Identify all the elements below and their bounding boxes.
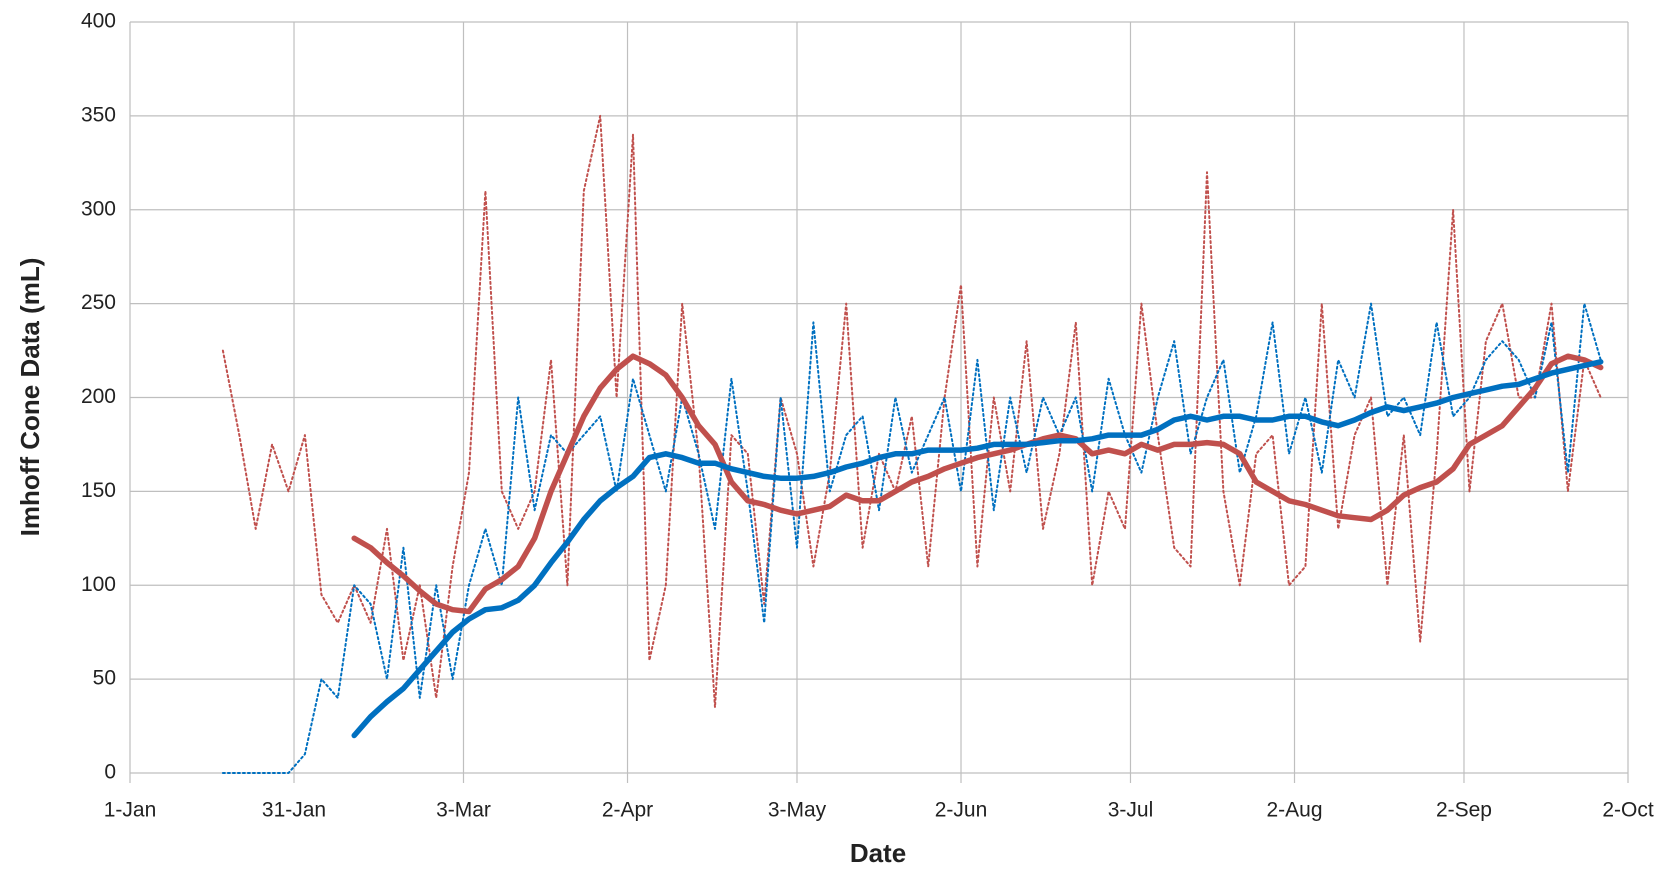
y-tick-label: 0 — [104, 761, 116, 784]
x-tick-label: 2-Aug — [1266, 799, 1322, 822]
x-tick-label: 3-Mar — [436, 799, 491, 822]
x-tick-label: 31-Jan — [262, 799, 326, 822]
y-tick-label: 350 — [81, 103, 116, 126]
average-line — [351, 359, 1604, 739]
x-tick-label: 1-Jan — [104, 799, 157, 822]
x-tick-label: 2-Jun — [935, 799, 988, 822]
x-tick-label: 2-Apr — [602, 799, 653, 822]
y-tick-label: 150 — [81, 479, 116, 502]
y-tick-label: 100 — [81, 573, 116, 596]
y-tick-label: 400 — [81, 10, 116, 33]
x-tick-label: 2-Sep — [1436, 799, 1492, 822]
x-tick-label: 2-Oct — [1602, 799, 1654, 822]
x-tick-label: 3-Jul — [1108, 799, 1154, 822]
y-tick-label: 300 — [81, 197, 116, 220]
y-tick-label: 200 — [81, 385, 116, 408]
x-axis-title: Date — [850, 838, 906, 868]
x-tick-label: 3-May — [768, 799, 827, 822]
y-axis-title: Imhoff Cone Data (mL) — [15, 258, 45, 537]
average-line — [351, 353, 1604, 615]
y-tick-label: 50 — [93, 667, 116, 690]
daily-line — [221, 114, 1602, 709]
daily-line — [221, 302, 1602, 774]
y-tick-label: 250 — [81, 291, 116, 314]
